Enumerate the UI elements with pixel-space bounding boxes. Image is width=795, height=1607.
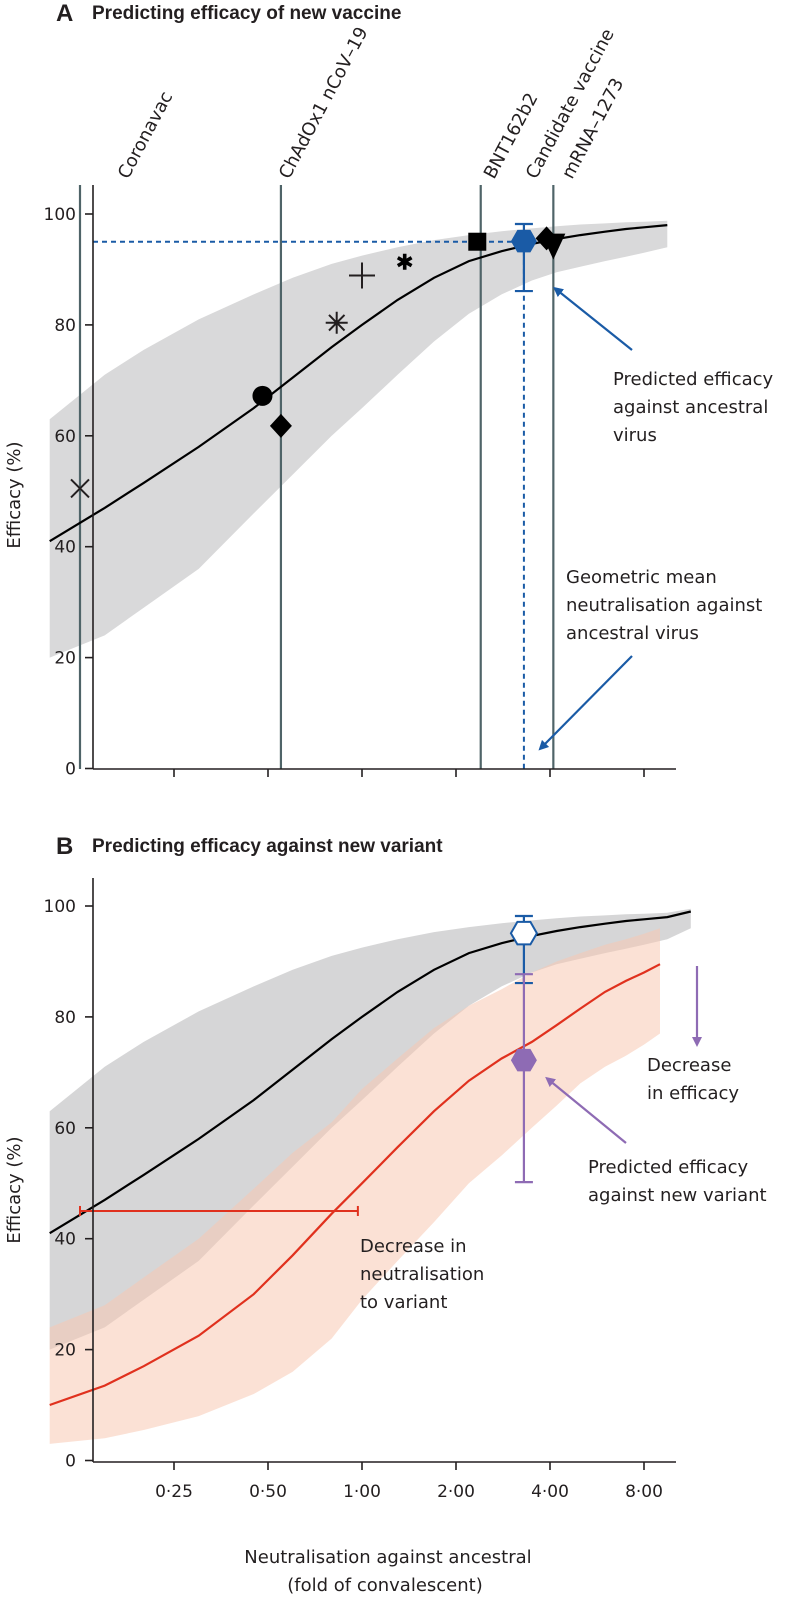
panel-a-ytick-label-20: 20 (54, 649, 76, 669)
trial-marker-x-0 (70, 478, 90, 499)
panel-a-confidence-band (49, 220, 668, 658)
panel-b-xtick-label-2: 1·00 (343, 1482, 381, 1502)
panel-b-plot-area (49, 908, 692, 1444)
annotation-decrease-neutralisation-line-2: neutralisation (360, 1264, 484, 1285)
panel-a-title: Predicting efficacy of new vaccine (92, 3, 401, 24)
panel-a-ticks: 0 20 40 60 80 100 (44, 205, 645, 780)
annotation-predicted-efficacy: Predicted efficacy against ancestral vir… (553, 286, 774, 446)
annotation-decrease-efficacy-line-1: Decrease (647, 1055, 731, 1076)
panel-b-curve-1 (49, 963, 661, 1407)
annotation-neutralisation-line-1: Geometric mean (566, 567, 717, 588)
trial-marker-asterisk-3 (325, 311, 348, 334)
panel-b-x-label-line-2: (fold of convalescent) (287, 1575, 483, 1596)
trial-marker-circle-1 (252, 385, 273, 406)
panel-b-ytick-label-40: 40 (54, 1230, 76, 1250)
panel-a-efficacy-curve (49, 224, 668, 543)
vaccine-label-chadox1: ChAdOx1 nCoV–19 (275, 24, 373, 183)
panel-a-ytick-label-100: 100 (44, 205, 76, 225)
annotation-neutralisation-line-2: neutralisation against (566, 595, 762, 616)
annotation-geometric-mean: Geometric mean neutralisation against an… (538, 567, 762, 751)
panel-b-xtick-label-0: 0·25 (155, 1482, 193, 1502)
vaccine-label-coronavac: Coronavac (114, 88, 177, 182)
panel-b-xtick-label-4: 4·00 (531, 1482, 569, 1502)
panel-b-x-label-line-1: Neutralisation against ancestral (244, 1547, 531, 1568)
variant-efficacy-point (510, 1048, 537, 1072)
ancestral-efficacy-point (509, 920, 539, 946)
annotation-decrease-neutralisation-line-3: to variant (360, 1292, 447, 1313)
trial-marker-square-6 (468, 232, 487, 251)
panel-b-ytick-label-80: 80 (54, 1008, 76, 1028)
panel-b-y-label: Efficacy (%) (4, 1136, 25, 1243)
panel-b-curve-0 (49, 910, 692, 1235)
annotation-predicted-variant: Predicted efficacy against new variant (545, 1076, 767, 1206)
trial-marker-star-5 (396, 253, 413, 270)
panel-a-ytick-label-60: 60 (54, 427, 76, 447)
annotation-neutralisation-line-3: ancestral virus (566, 623, 699, 644)
panel-a: A Predicting efficacy of new vaccine 0 20… (4, 0, 774, 780)
annotation-efficacy-line-2: against ancestral (613, 397, 768, 418)
panel-b-ticks: 0 20 40 60 80 100 0·25 0·50 1·00 2·00 4·00 8·00 (44, 897, 663, 1502)
arrow-to-variant-efficacy (545, 1076, 627, 1144)
annotation-decrease-neutralisation-line-1: Decrease in (360, 1236, 467, 1257)
panel-a-ytick-label-0: 0 (65, 760, 76, 780)
annotation-predicted-variant-line-1: Predicted efficacy (588, 1157, 749, 1178)
panel-b-xtick-label-5: 8·00 (625, 1482, 663, 1502)
annotation-decrease-efficacy: Decrease in efficacy (647, 966, 739, 1104)
panel-a-plot-area (49, 185, 668, 769)
panel-b-ytick-label-60: 60 (54, 1119, 76, 1139)
annotation-decrease-efficacy-line-2: in efficacy (647, 1083, 739, 1104)
panel-b-xtick-label-3: 2·00 (437, 1482, 475, 1502)
panel-b-ytick-label-100: 100 (44, 897, 76, 917)
panel-a-ytick-label-80: 80 (54, 316, 76, 336)
trial-marker-triangle-down-8 (541, 233, 566, 260)
arrow-to-neutralisation (538, 655, 633, 751)
panel-b: B Predicting efficacy against new varian… (4, 833, 767, 1596)
panel-b-xtick-label-1: 0·50 (249, 1482, 287, 1502)
candidate-vaccine-point (510, 229, 537, 253)
annotation-predicted-variant-line-2: against new variant (588, 1185, 767, 1206)
panel-b-band-1 (49, 928, 660, 1444)
panel-a-letter: A (56, 0, 73, 27)
panel-b-letter: B (56, 833, 73, 860)
panel-b-ytick-label-0: 0 (65, 1452, 76, 1472)
annotation-efficacy-line-3: virus (613, 425, 657, 446)
trial-marker-plus-4 (349, 262, 375, 289)
panel-a-ytick-label-40: 40 (54, 538, 76, 558)
panel-a-y-label: Efficacy (%) (4, 441, 25, 548)
annotation-decrease-neutralisation: Decrease in neutralisation to variant (360, 1236, 484, 1313)
annotation-efficacy-line-1: Predicted efficacy (613, 369, 774, 390)
trial-marker-diamond-2 (269, 413, 292, 438)
arrow-to-efficacy (553, 286, 633, 351)
panel-b-ytick-label-20: 20 (54, 1341, 76, 1361)
panel-b-title: Predicting efficacy against new variant (92, 836, 443, 857)
